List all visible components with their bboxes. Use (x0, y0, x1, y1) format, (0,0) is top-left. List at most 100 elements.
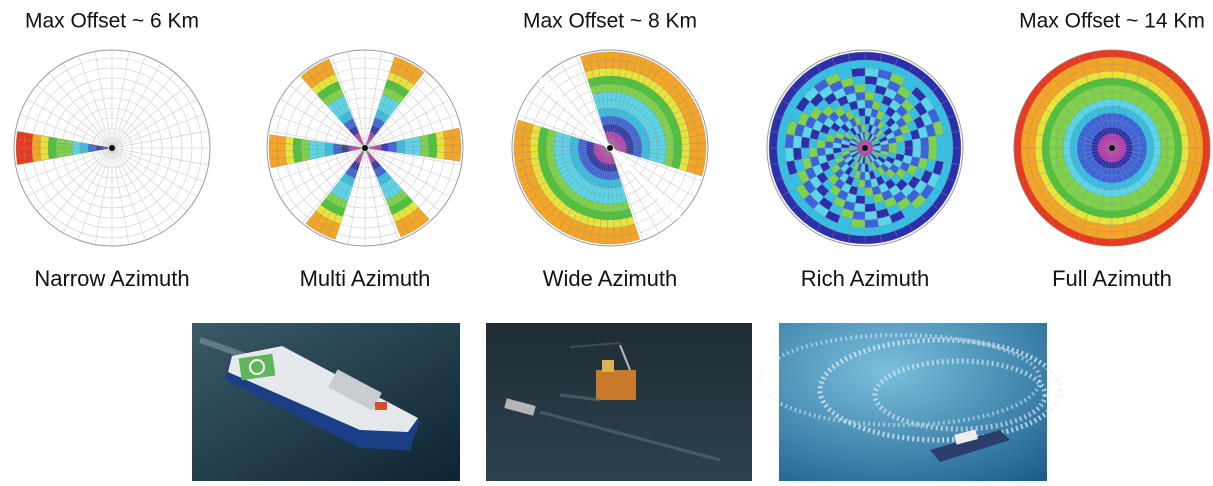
cell (1098, 70, 1113, 80)
max-offset: Max Offset ~ 8 Km (523, 10, 697, 33)
cell (16, 155, 26, 165)
cell (1111, 77, 1125, 87)
cell (1111, 196, 1122, 205)
azimuth-label: Multi Azimuth (300, 266, 431, 291)
cell (1153, 147, 1162, 157)
cell (513, 152, 524, 162)
cell (1153, 139, 1162, 149)
rose-spoke (78, 147, 113, 241)
cell (47, 142, 57, 149)
cell (1111, 216, 1126, 226)
cell (268, 142, 278, 152)
rose-spoke (111, 130, 209, 149)
cell (606, 227, 615, 237)
rose-center (862, 145, 868, 151)
rose-spoke (36, 84, 113, 149)
cell (641, 145, 651, 150)
cell (596, 51, 606, 62)
cell (569, 146, 579, 151)
rose-diagram (511, 49, 709, 247)
cell (800, 136, 811, 149)
cell (396, 146, 406, 151)
cell (943, 132, 954, 149)
cell (32, 133, 42, 142)
cell (784, 133, 795, 149)
rose-spoke (279, 98, 366, 149)
cell (436, 138, 446, 146)
cell (308, 144, 318, 151)
cell (597, 59, 606, 69)
cell (605, 59, 614, 69)
cell (606, 91, 613, 101)
cell (1146, 147, 1155, 156)
cell (601, 211, 608, 221)
rose-diagram (266, 49, 464, 247)
rose-spoke (26, 147, 113, 198)
rose-spoke (111, 147, 188, 212)
cell (607, 195, 614, 205)
cell (1103, 189, 1113, 198)
cell (412, 145, 422, 152)
rose-spoke (524, 98, 611, 149)
cell (808, 147, 818, 158)
cell (436, 145, 446, 153)
rose-spoke (62, 62, 113, 149)
azimuth-label: Narrow Azimuth (34, 266, 189, 291)
cell (919, 136, 930, 149)
max-offset: Max Offset ~ 14 Km (1019, 10, 1205, 33)
cell (768, 131, 779, 149)
cell (1111, 112, 1119, 121)
cell (602, 203, 609, 213)
cell (1160, 147, 1169, 158)
cell (857, 179, 866, 189)
cell (420, 150, 430, 158)
cell (607, 219, 615, 229)
cell (696, 134, 707, 144)
cell (1139, 147, 1148, 155)
cell (23, 147, 33, 156)
cell (608, 187, 613, 197)
cell (606, 83, 613, 93)
cell (39, 147, 49, 155)
cell (768, 147, 779, 165)
rose-spoke (19, 147, 113, 182)
cell (1020, 147, 1030, 164)
cell (927, 135, 938, 149)
cell (850, 67, 866, 78)
cell (529, 138, 539, 146)
cell (1100, 84, 1113, 94)
cell (308, 140, 318, 146)
rose-spoke (94, 51, 113, 149)
cell (1111, 63, 1127, 73)
cell (1096, 56, 1113, 66)
cell (316, 145, 326, 150)
max-offset: Max Offset ~ 6 Km (25, 10, 199, 33)
rose-spoke (301, 147, 366, 224)
cell (665, 144, 675, 151)
photo-platform (486, 323, 752, 481)
cell (598, 67, 607, 77)
rose-diagram (1013, 49, 1211, 247)
cell (277, 157, 287, 167)
cell (276, 143, 286, 152)
cell (300, 144, 310, 151)
cell (1099, 77, 1113, 87)
cell (15, 147, 25, 157)
cell (1180, 134, 1190, 149)
cell (1103, 98, 1113, 107)
cell (537, 145, 547, 152)
cell (864, 59, 881, 70)
cell (607, 99, 612, 109)
rose-spoke (111, 147, 130, 245)
rose-spoke (364, 147, 462, 166)
cell (1048, 147, 1058, 160)
cell (1041, 135, 1051, 149)
cell (1094, 237, 1113, 247)
rose-spoke (364, 72, 429, 149)
cell (1166, 147, 1176, 160)
cell (15, 139, 25, 149)
cell (522, 129, 532, 139)
rose-diagram (766, 49, 964, 247)
cell (24, 154, 34, 164)
